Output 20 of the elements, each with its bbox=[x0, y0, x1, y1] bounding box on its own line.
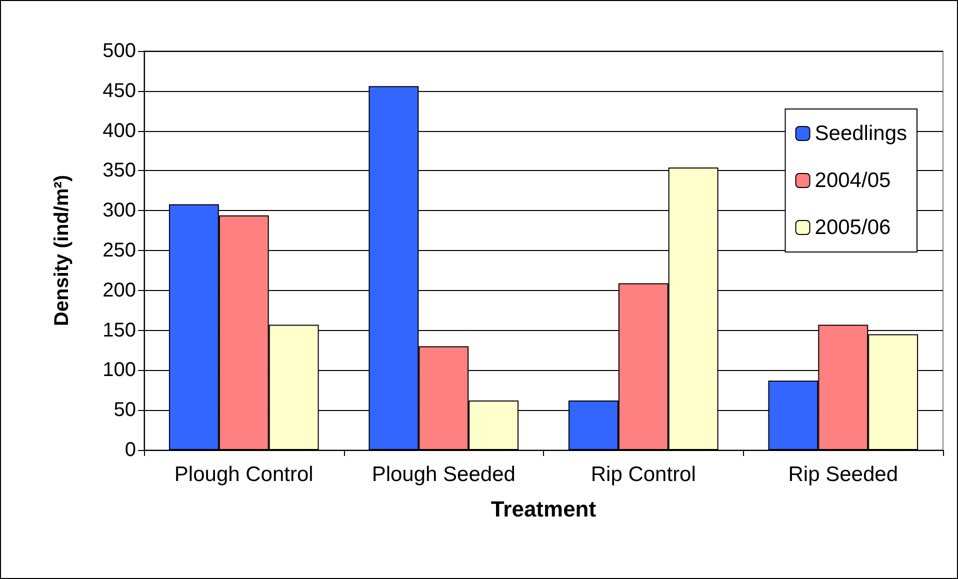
y-tick-label: 150 bbox=[102, 319, 136, 342]
x-axis-title: Treatment bbox=[490, 496, 597, 522]
x-tick-label: Rip Control bbox=[590, 463, 696, 486]
y-tick-label: 400 bbox=[102, 120, 136, 142]
y-tick-label: 0 bbox=[124, 439, 136, 461]
x-tick-label: Plough Seeded bbox=[372, 463, 516, 486]
y-tick-label: 500 bbox=[102, 40, 136, 62]
x-tick-label: Rip Seeded bbox=[788, 463, 898, 486]
y-tick-label: 300 bbox=[102, 200, 136, 222]
legend-label: 2004/05 bbox=[814, 169, 891, 192]
y-tick-label: 250 bbox=[102, 240, 136, 262]
y-tick-label: 200 bbox=[102, 279, 136, 302]
legend-label: Seedlings bbox=[814, 122, 907, 145]
y-tick-label: 100 bbox=[102, 359, 136, 382]
y-tick-label: 450 bbox=[102, 80, 136, 102]
x-tick-label: Plough Control bbox=[174, 463, 314, 486]
y-tick-label: 50 bbox=[114, 399, 136, 422]
y-tick-label: 350 bbox=[102, 160, 136, 182]
y-axis-title: Density (ind/m²) bbox=[51, 174, 73, 326]
legend-label: 2005/06 bbox=[814, 216, 891, 239]
